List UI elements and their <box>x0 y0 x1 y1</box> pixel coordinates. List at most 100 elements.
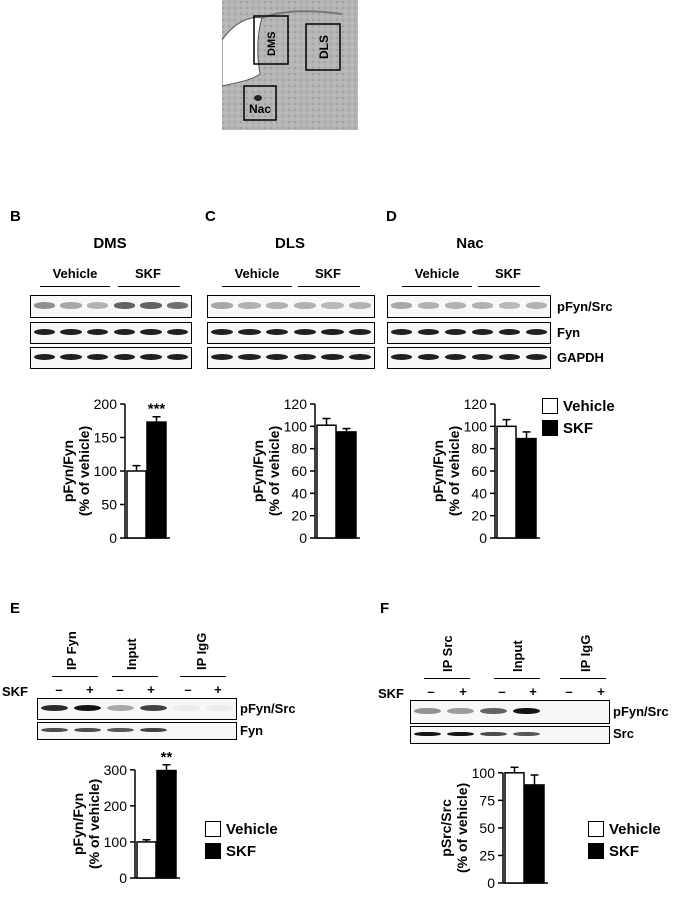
bar-skf <box>336 431 357 539</box>
blot-band <box>414 707 441 715</box>
blot-band <box>33 302 55 309</box>
blot-band <box>210 302 233 309</box>
blot-band <box>173 705 200 711</box>
blot-band <box>444 302 467 309</box>
bar-chart-b: 0 50 100 150 200 *** pFyn/Fyn (% of vehicle) <box>60 396 170 546</box>
ip-column-label: Input <box>510 640 525 672</box>
legend-label-vehicle: Vehicle <box>609 821 661 838</box>
blot-band <box>349 329 372 335</box>
blot-band <box>107 705 134 711</box>
blot-strip <box>207 347 375 369</box>
panel-label-e: E <box>10 600 21 617</box>
bar-skf <box>156 769 177 879</box>
blot-band <box>417 354 440 360</box>
y-tick-label: 0 <box>109 530 117 546</box>
blot-band <box>513 731 540 737</box>
ip-column-label: IP Src <box>440 635 455 672</box>
blot-band <box>444 329 467 335</box>
blot-band <box>414 731 441 737</box>
y-tick-label: 40 <box>291 485 307 501</box>
blot-band <box>140 705 167 711</box>
legend-label-skf: SKF <box>563 420 593 437</box>
blot-band <box>41 705 68 711</box>
bar-vehicle <box>504 772 525 884</box>
blot-band <box>349 302 372 309</box>
significance-marker: *** <box>148 401 166 418</box>
blot-band <box>210 329 233 335</box>
sign-minus: – <box>55 682 63 697</box>
ip-column-label: Input <box>124 638 139 670</box>
treatment-label: SKF <box>2 684 28 699</box>
legend-swatch-vehicle <box>542 398 558 414</box>
y-axis-label: (% of vehicle) <box>454 783 470 873</box>
blot-band <box>266 302 289 309</box>
treatment-label: SKF <box>378 686 404 701</box>
y-tick-label: 200 <box>94 396 118 412</box>
y-tick-label: 100 <box>284 418 308 434</box>
blot-band <box>321 354 344 360</box>
blot-band <box>321 329 344 335</box>
group-underline <box>298 286 360 287</box>
panel-label-c: C <box>205 208 216 225</box>
group-label-vehicle: Vehicle <box>414 266 460 281</box>
blot-strip <box>207 322 375 344</box>
sign-minus: – <box>427 684 435 699</box>
y-tick-label: 0 <box>479 530 487 546</box>
bar-vehicle <box>136 841 157 879</box>
y-tick-label: 50 <box>479 820 495 836</box>
group-underline <box>52 676 98 677</box>
y-tick-label: 75 <box>479 792 495 808</box>
blot-strip <box>387 322 551 344</box>
sign-minus: – <box>498 684 506 699</box>
blot-band <box>480 707 507 715</box>
sign-plus: + <box>86 682 94 697</box>
group-underline <box>560 678 606 679</box>
blot-band <box>417 329 440 335</box>
blot-band <box>140 727 167 733</box>
blot-band <box>480 731 507 737</box>
blot-band <box>444 354 467 360</box>
y-tick-label: 80 <box>291 441 307 457</box>
blot-strip <box>387 347 551 369</box>
y-axis-label: (% of vehicle) <box>266 426 282 516</box>
bar-chart-c: 0 20 40 60 80 100 120 pFyn/Fyn (% of vehicle) <box>250 396 360 546</box>
blot-strip <box>37 722 237 740</box>
blot-band <box>390 354 413 360</box>
bar-vehicle <box>496 425 517 539</box>
legend-swatch-vehicle <box>588 821 604 837</box>
blot-band <box>266 354 289 360</box>
sign-plus: + <box>459 684 467 699</box>
y-tick-label: 60 <box>471 463 487 479</box>
blot-band <box>167 354 189 360</box>
blot-band <box>33 329 55 335</box>
blot-band <box>113 302 135 309</box>
y-tick-label: 100 <box>104 834 128 850</box>
legend-label-skf: SKF <box>226 843 256 860</box>
sign-plus: + <box>597 684 605 699</box>
y-axis-label: (% of vehicle) <box>76 426 92 516</box>
blot-band <box>417 302 440 309</box>
legend-swatch-vehicle <box>205 821 221 837</box>
legend-label-skf: SKF <box>609 843 639 860</box>
blot-band <box>498 302 521 309</box>
region-title-dms: DMS <box>93 235 127 252</box>
group-underline <box>222 286 292 287</box>
bar-vehicle <box>316 424 337 539</box>
blot-band <box>87 354 109 360</box>
y-axis-label: pFyn/Fyn <box>60 440 76 502</box>
blot-band <box>206 705 233 711</box>
legend-swatch-skf <box>205 843 221 859</box>
region-title-dls: DLS <box>275 235 305 252</box>
y-tick-label: 40 <box>471 485 487 501</box>
blot-strip <box>30 295 192 318</box>
y-tick-label: 50 <box>101 497 117 513</box>
bar-vehicle <box>126 470 147 539</box>
blot-strip <box>30 322 192 344</box>
y-axis-label: pFyn/Fyn <box>70 793 86 855</box>
ip-column-label: IP Fyn <box>64 631 79 670</box>
blot-band <box>498 329 521 335</box>
group-label-skf: SKF <box>495 266 521 281</box>
blot-row-label: pFyn/Src <box>613 704 669 719</box>
blot-row-label: pFyn/Src <box>557 299 613 314</box>
blot-band <box>87 302 109 309</box>
